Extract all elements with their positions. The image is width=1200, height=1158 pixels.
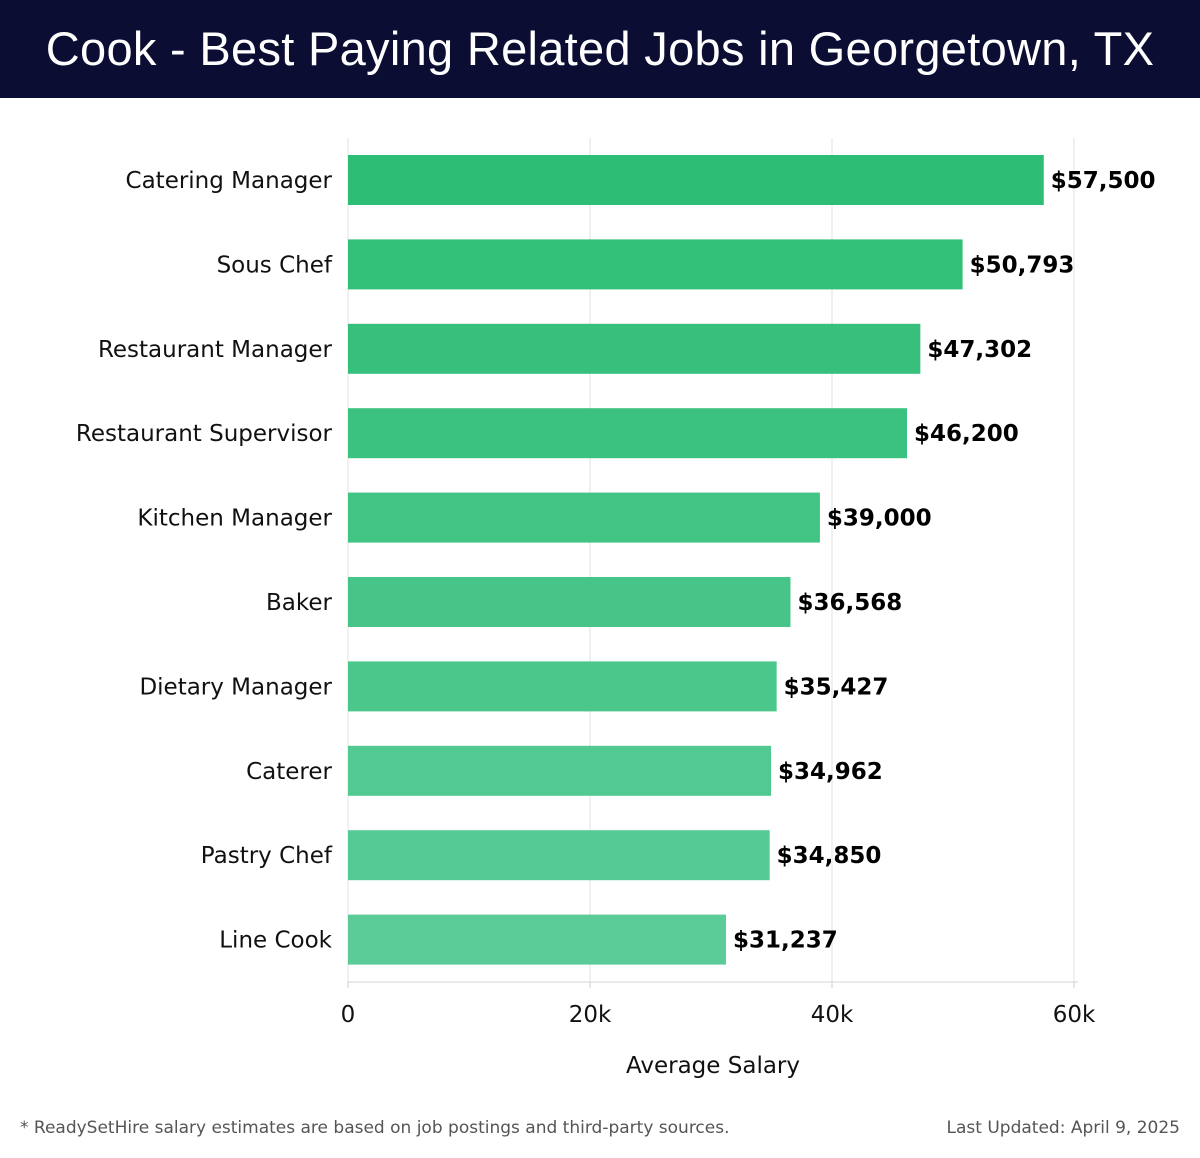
value-label: $57,500 [1051, 168, 1156, 194]
value-label: $34,850 [777, 843, 882, 869]
x-tick-label: 60k [1053, 1002, 1096, 1028]
value-label: $35,427 [784, 674, 889, 700]
category-label: Line Cook [219, 928, 332, 954]
x-axis: 0 20k 40k 60k Average Salary [341, 981, 1096, 1079]
value-labels: $57,500 $50,793 $47,302 $46,200 $39,000 $36,5… [733, 168, 1156, 954]
category-label: Kitchen Manager [137, 506, 332, 532]
bar [348, 830, 770, 881]
value-label: $36,568 [797, 590, 902, 616]
last-updated: Last Updated: April 9, 2025 [946, 1118, 1180, 1138]
category-label: Caterer [246, 759, 332, 785]
category-label: Baker [266, 590, 333, 616]
x-axis-title: Average Salary [626, 1053, 800, 1079]
bar [348, 408, 908, 459]
x-tick-label: 0 [341, 1002, 356, 1028]
chart-title: Cook - Best Paying Related Jobs in Georg… [45, 22, 1155, 75]
bar [348, 661, 777, 712]
bar [348, 239, 963, 290]
bar [348, 914, 726, 965]
bar [348, 323, 921, 374]
value-label: $46,200 [914, 421, 1019, 447]
value-label: $31,237 [733, 928, 838, 954]
x-tick-label: 40k [811, 1002, 854, 1028]
header-banner: Cook - Best Paying Related Jobs in Georg… [0, 0, 1200, 98]
category-labels: Catering Manager Sous Chef Restaurant Mana… [76, 168, 333, 954]
bars [348, 155, 1044, 965]
category-label: Dietary Manager [139, 674, 332, 700]
value-label: $39,000 [827, 506, 932, 532]
x-tick-label: 20k [569, 1002, 612, 1028]
bar [348, 577, 791, 627]
category-label: Catering Manager [126, 168, 333, 194]
category-label: Pastry Chef [201, 843, 333, 869]
category-label: Restaurant Supervisor [76, 421, 333, 447]
bar [348, 155, 1044, 205]
footer-note: * ReadySetHire salary estimates are base… [20, 1118, 730, 1138]
bar [348, 492, 820, 543]
value-label: $50,793 [970, 252, 1075, 278]
category-label: Sous Chef [217, 252, 333, 278]
value-label: $47,302 [927, 337, 1032, 363]
category-label: Restaurant Manager [98, 337, 333, 363]
bar [348, 745, 772, 796]
value-label: $34,962 [778, 759, 883, 785]
